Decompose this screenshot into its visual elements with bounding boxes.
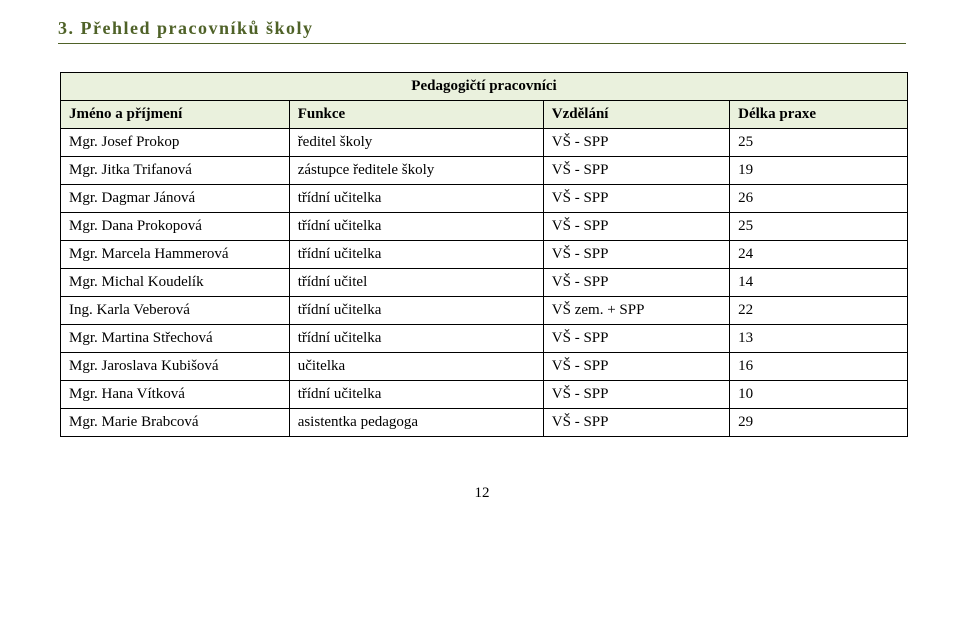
table-row: Mgr. Michal Koudelíktřídní učitelVŠ - SP… bbox=[61, 269, 908, 297]
staff-table: Pedagogičtí pracovníci Jméno a příjmení … bbox=[60, 72, 908, 437]
cell-name: Mgr. Hana Vítková bbox=[61, 381, 290, 409]
cell-edu: VŠ - SPP bbox=[543, 325, 729, 353]
cell-edu: VŠ - SPP bbox=[543, 185, 729, 213]
cell-name: Mgr. Dana Prokopová bbox=[61, 213, 290, 241]
table-row: Mgr. Jitka Trifanovázástupce ředitele šk… bbox=[61, 157, 908, 185]
cell-role: ředitel školy bbox=[289, 129, 543, 157]
col-header-role: Funkce bbox=[289, 101, 543, 129]
cell-role: třídní učitel bbox=[289, 269, 543, 297]
cell-role: zástupce ředitele školy bbox=[289, 157, 543, 185]
cell-role: asistentka pedagoga bbox=[289, 409, 543, 437]
table-row: Mgr. Hana Vítkovátřídní učitelkaVŠ - SPP… bbox=[61, 381, 908, 409]
cell-exp: 22 bbox=[730, 297, 908, 325]
table-row: Mgr. Dagmar Jánovátřídní učitelkaVŠ - SP… bbox=[61, 185, 908, 213]
section-heading: 3. Přehled pracovníků školy bbox=[58, 18, 906, 39]
cell-exp: 26 bbox=[730, 185, 908, 213]
table-row: Ing. Karla Veberovátřídní učitelkaVŠ zem… bbox=[61, 297, 908, 325]
cell-edu: VŠ - SPP bbox=[543, 129, 729, 157]
table-row: Mgr. Martina Střechovátřídní učitelkaVŠ … bbox=[61, 325, 908, 353]
cell-edu: VŠ - SPP bbox=[543, 409, 729, 437]
table-row: Mgr. Marcela Hammerovátřídní učitelkaVŠ … bbox=[61, 241, 908, 269]
heading-rule bbox=[58, 43, 906, 44]
cell-edu: VŠ - SPP bbox=[543, 157, 729, 185]
table-caption: Pedagogičtí pracovníci bbox=[61, 73, 908, 101]
cell-exp: 10 bbox=[730, 381, 908, 409]
table-row: Mgr. Marie Brabcováasistentka pedagogaVŠ… bbox=[61, 409, 908, 437]
cell-role: učitelka bbox=[289, 353, 543, 381]
cell-name: Mgr. Dagmar Jánová bbox=[61, 185, 290, 213]
page-number: 12 bbox=[58, 485, 906, 502]
cell-exp: 13 bbox=[730, 325, 908, 353]
cell-role: třídní učitelka bbox=[289, 213, 543, 241]
cell-name: Mgr. Jaroslava Kubišová bbox=[61, 353, 290, 381]
cell-name: Mgr. Michal Koudelík bbox=[61, 269, 290, 297]
cell-role: třídní učitelka bbox=[289, 325, 543, 353]
cell-name: Mgr. Marie Brabcová bbox=[61, 409, 290, 437]
cell-role: třídní učitelka bbox=[289, 185, 543, 213]
cell-edu: VŠ - SPP bbox=[543, 213, 729, 241]
cell-edu: VŠ zem. + SPP bbox=[543, 297, 729, 325]
table-caption-row: Pedagogičtí pracovníci bbox=[61, 73, 908, 101]
table-row: Mgr. Dana Prokopovátřídní učitelkaVŠ - S… bbox=[61, 213, 908, 241]
cell-exp: 19 bbox=[730, 157, 908, 185]
cell-name: Ing. Karla Veberová bbox=[61, 297, 290, 325]
cell-role: třídní učitelka bbox=[289, 241, 543, 269]
table-row: Mgr. Jaroslava KubišováučitelkaVŠ - SPP1… bbox=[61, 353, 908, 381]
table-header-row: Jméno a příjmení Funkce Vzdělání Délka p… bbox=[61, 101, 908, 129]
cell-edu: VŠ - SPP bbox=[543, 241, 729, 269]
cell-name: Mgr. Marcela Hammerová bbox=[61, 241, 290, 269]
table-row: Mgr. Josef Prokopředitel školyVŠ - SPP25 bbox=[61, 129, 908, 157]
cell-exp: 25 bbox=[730, 213, 908, 241]
cell-edu: VŠ - SPP bbox=[543, 381, 729, 409]
col-header-edu: Vzdělání bbox=[543, 101, 729, 129]
cell-exp: 16 bbox=[730, 353, 908, 381]
cell-name: Mgr. Josef Prokop bbox=[61, 129, 290, 157]
cell-exp: 25 bbox=[730, 129, 908, 157]
cell-edu: VŠ - SPP bbox=[543, 269, 729, 297]
cell-role: třídní učitelka bbox=[289, 381, 543, 409]
col-header-name: Jméno a příjmení bbox=[61, 101, 290, 129]
cell-name: Mgr. Martina Střechová bbox=[61, 325, 290, 353]
cell-exp: 29 bbox=[730, 409, 908, 437]
cell-name: Mgr. Jitka Trifanová bbox=[61, 157, 290, 185]
cell-exp: 14 bbox=[730, 269, 908, 297]
cell-exp: 24 bbox=[730, 241, 908, 269]
col-header-exp: Délka praxe bbox=[730, 101, 908, 129]
cell-edu: VŠ - SPP bbox=[543, 353, 729, 381]
cell-role: třídní učitelka bbox=[289, 297, 543, 325]
